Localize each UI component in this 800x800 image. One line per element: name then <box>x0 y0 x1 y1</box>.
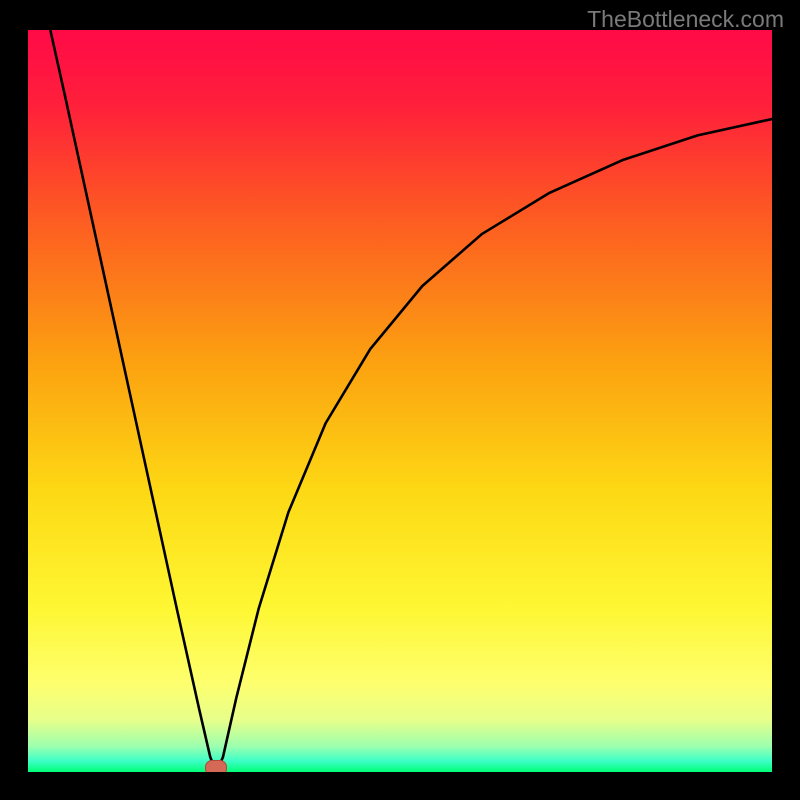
plot-area <box>28 30 772 772</box>
optimum-marker <box>205 760 227 772</box>
watermark-text: TheBottleneck.com <box>587 6 784 33</box>
plot-background <box>28 30 772 772</box>
bottleneck-curve <box>28 30 772 772</box>
